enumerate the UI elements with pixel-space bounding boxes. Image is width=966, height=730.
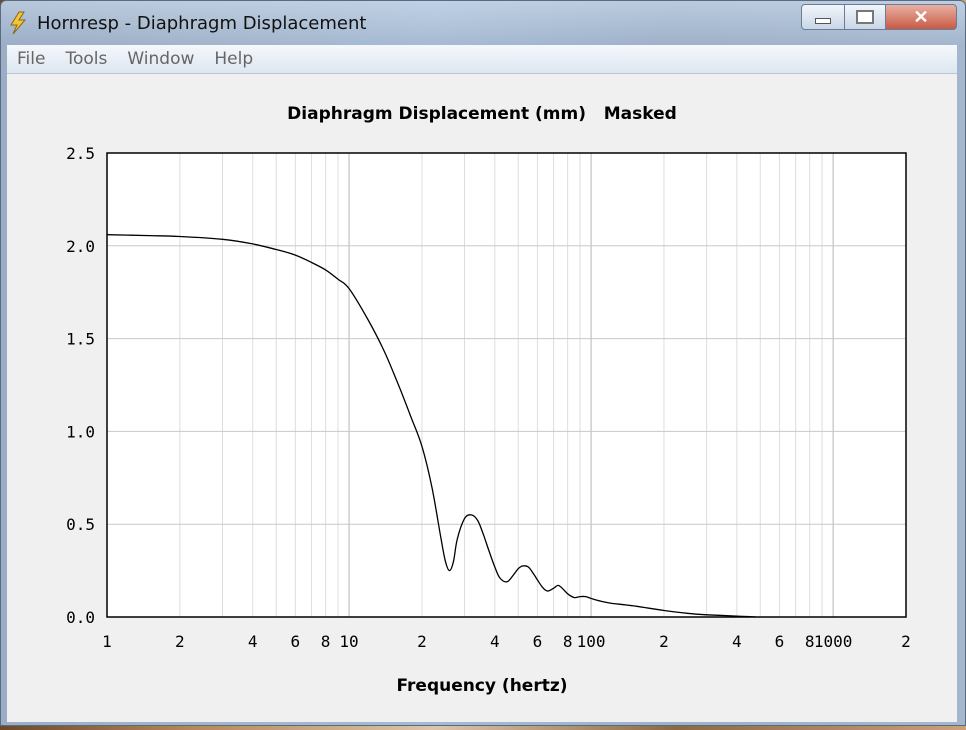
x-tick-label: 8 bbox=[805, 632, 815, 651]
y-tick-label: 2.0 bbox=[66, 237, 95, 256]
y-tick-label: 1.0 bbox=[66, 422, 95, 441]
close-icon: ✕ bbox=[913, 6, 929, 27]
x-axis-label: Frequency (hertz) bbox=[396, 676, 568, 696]
close-button[interactable]: ✕ bbox=[885, 4, 957, 30]
title-bar[interactable]: Hornresp - Diaphragm Displacement ✕ bbox=[1, 1, 965, 45]
y-tick-label: 1.5 bbox=[66, 330, 95, 349]
x-tick-label: 2 bbox=[175, 632, 185, 651]
displacement-chart: 1 2 4 6 8 10 2 4 6 8 100 2 4 6 8 1000 20.00.51.01.52.02.… bbox=[66, 144, 911, 651]
y-tick-label: 0.0 bbox=[66, 608, 95, 627]
x-tick-label: 4 bbox=[248, 632, 258, 651]
minimize-button[interactable] bbox=[801, 4, 845, 30]
menu-tools[interactable]: Tools bbox=[65, 49, 108, 69]
x-tick-label: 2 bbox=[901, 632, 911, 651]
maximize-button[interactable] bbox=[844, 4, 886, 30]
x-tick-label: 100 bbox=[577, 632, 606, 651]
displacement-series-line bbox=[106, 234, 757, 618]
x-tick-label: 4 bbox=[732, 632, 742, 651]
chart-area: Diaphragm Displacement (mm) Masked 1 2 4 6 8… bbox=[7, 74, 957, 722]
x-tick-label: 8 bbox=[321, 632, 331, 651]
plot-background bbox=[107, 153, 906, 617]
menu-file[interactable]: File bbox=[17, 49, 46, 69]
lightning-icon bbox=[10, 11, 27, 35]
chart-title: Diaphragm Displacement (mm) Masked bbox=[287, 104, 677, 124]
x-tick-label: 4 bbox=[490, 632, 500, 651]
menu-help[interactable]: Help bbox=[214, 49, 254, 69]
x-tick-label: 6 bbox=[775, 632, 785, 651]
maximize-icon bbox=[856, 10, 874, 24]
window-title: Hornresp - Diaphragm Displacement bbox=[37, 13, 367, 34]
minimize-icon bbox=[815, 18, 831, 24]
y-tick-label: 0.5 bbox=[66, 515, 95, 534]
menu-window[interactable]: Window bbox=[127, 49, 195, 69]
plot-frame bbox=[106, 152, 907, 618]
x-tick-label: 8 bbox=[563, 632, 573, 651]
x-tick-label: 2 bbox=[659, 632, 669, 651]
x-tick-label: 6 bbox=[533, 632, 543, 651]
x-tick-label: 10 bbox=[339, 632, 358, 651]
x-tick-label: 2 bbox=[417, 632, 427, 651]
x-tick-label: 1 bbox=[102, 632, 112, 651]
y-tick-label: 2.5 bbox=[66, 144, 95, 163]
menu-bar: File Tools Window Help bbox=[7, 45, 957, 74]
x-tick-label: 6 bbox=[291, 632, 301, 651]
x-tick-label: 1000 bbox=[814, 632, 853, 651]
